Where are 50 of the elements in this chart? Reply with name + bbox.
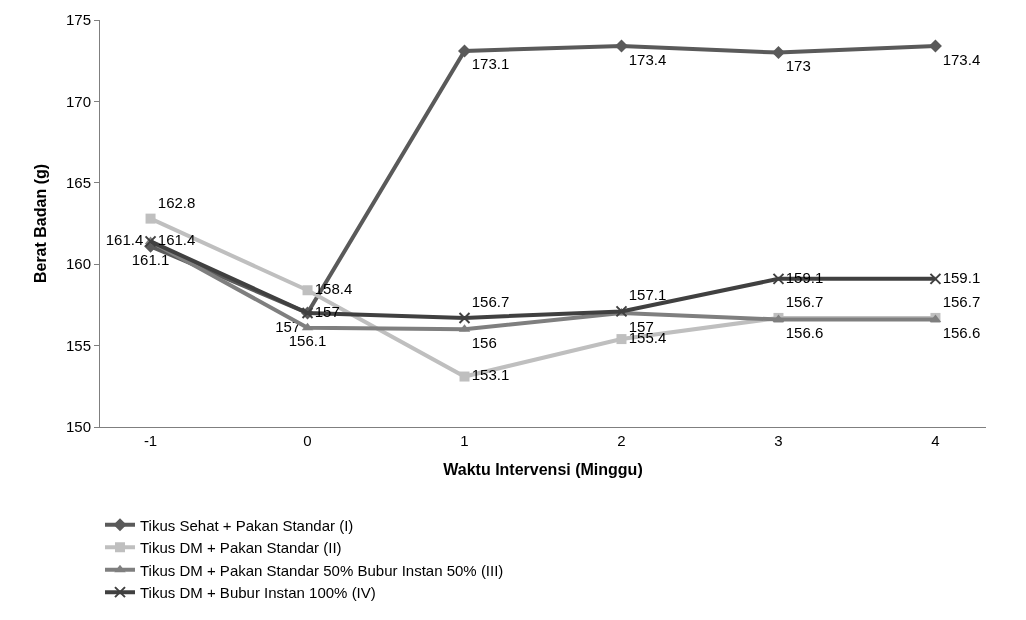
point [144,235,157,248]
data-label: 156.7 [785,292,824,310]
data-label: 156.7 [471,292,510,310]
data-label: 162.8 [157,193,196,211]
data-label: 156.6 [942,324,981,342]
point [145,213,156,224]
x-tick-label: 2 [617,432,626,449]
x-axis-title: Waktu Intervensi (Minggu) [443,460,643,478]
point [458,311,471,324]
data-label: 173.4 [942,50,981,68]
point [302,285,313,296]
data-label: 153.1 [471,366,510,384]
x-tick-label: 1 [460,432,469,449]
x-tick-label: 0 [303,432,312,449]
y-tick-label: 155 [65,336,91,354]
data-label: 156.7 [942,292,981,310]
point [929,272,942,285]
data-label: 156 [471,333,497,351]
data-label: 173 [785,57,811,75]
x-tick-label: -1 [143,432,158,449]
point [616,334,627,345]
point [772,272,785,285]
data-label: 161.4 [105,231,144,249]
legend-label: Tikus Sehat + Pakan Standar (I) [140,516,354,534]
point [614,39,628,53]
data-label: 159.1 [942,268,981,286]
data-label: 161.4 [157,231,196,249]
data-label: 161.1 [131,250,170,268]
data-label: 173.1 [471,55,510,73]
x-tick-label: 4 [931,432,940,449]
y-axis-title: Berat Badan (g) [31,163,49,284]
legend-label: Tikus DM + Pakan Standar (II) [140,539,342,556]
data-label: 157.1 [628,286,667,304]
data-label: 173.4 [628,50,667,68]
legend-label: Tikus DM + Pakan Standar 50% Bubur Instan 50% (III) [140,561,504,579]
point [771,46,785,60]
y-tick-label: 170 [65,92,91,110]
data-label: 156.6 [785,324,824,342]
data-label: 157 [314,302,340,320]
data-label: 156.1 [288,332,327,350]
point [928,39,942,53]
x-tick-label: 3 [774,432,783,449]
y-tick-label: 150 [65,418,91,436]
legend-label: Tikus DM + Bubur Instan 100% (IV) [140,584,376,601]
data-label: 159.1 [785,268,824,286]
point [458,44,472,58]
y-tick-label: 175 [65,11,91,29]
y-tick-label: 165 [65,174,91,192]
point [459,371,470,382]
y-tick-label: 160 [65,255,91,273]
